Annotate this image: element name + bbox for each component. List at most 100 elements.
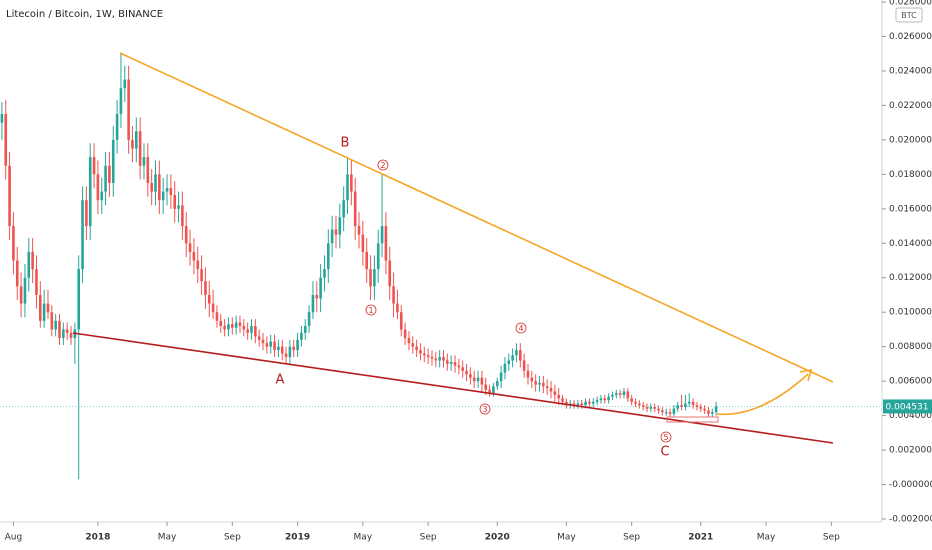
- candle-body: [0, 114, 4, 123]
- candle-body: [35, 269, 38, 295]
- candle-body: [641, 405, 645, 407]
- candle-body: [599, 398, 603, 401]
- candle-body: [595, 400, 599, 402]
- wave-label: A: [276, 373, 285, 388]
- projection-arrow: [715, 373, 809, 416]
- candle-body: [19, 286, 23, 304]
- wave-number: 3: [482, 405, 487, 414]
- arrow-head: [799, 368, 813, 382]
- candle-body: [108, 165, 111, 183]
- candle-body: [39, 294, 42, 321]
- candle-body: [626, 391, 630, 399]
- candle-body: [280, 346, 284, 354]
- candle-body: [327, 243, 330, 270]
- candle-body: [288, 346, 292, 358]
- candle-body: [399, 312, 403, 330]
- candle-body: [664, 412, 668, 414]
- candle-body: [453, 362, 457, 366]
- candle-body: [350, 174, 353, 192]
- candle-body: [58, 320, 61, 339]
- candle-body: [96, 174, 100, 201]
- support-box: [666, 416, 719, 423]
- candle-body: [553, 391, 557, 395]
- candle-body: [204, 281, 207, 295]
- candle-body: [668, 412, 672, 414]
- candle-body: [476, 377, 480, 382]
- wave-circle: [660, 431, 672, 443]
- candle-body: [707, 410, 710, 414]
- candle-body: [265, 343, 269, 347]
- candle-body: [46, 303, 50, 313]
- candle-body: [423, 353, 426, 356]
- candle-body: [676, 405, 680, 409]
- candle-body: [503, 363, 507, 373]
- candle-body: [611, 394, 614, 397]
- candle-body: [449, 362, 453, 364]
- candle-body: [584, 401, 587, 406]
- wave-number: 4: [518, 324, 523, 333]
- candle-body: [158, 174, 161, 201]
- candle-body: [472, 377, 476, 382]
- candle-body: [603, 398, 607, 401]
- candle-body: [714, 406, 718, 413]
- candle-body: [365, 251, 368, 270]
- wave-number: 1: [368, 306, 373, 315]
- candle-body: [442, 357, 445, 361]
- candle-body: [192, 251, 196, 261]
- candle-body: [430, 357, 434, 359]
- candle-body: [127, 79, 130, 140]
- candle-body: [334, 229, 338, 235]
- candle-body: [672, 408, 676, 414]
- candle-body: [446, 360, 449, 364]
- x-tick-label: May: [557, 533, 576, 543]
- candle-body: [23, 277, 27, 304]
- candle-body: [231, 324, 234, 328]
- candle-body: [238, 322, 242, 326]
- candle-body: [396, 303, 399, 313]
- wave-label: C: [660, 445, 669, 460]
- candle-body: [257, 336, 261, 340]
- candle-body: [684, 403, 687, 407]
- candle-body: [507, 360, 511, 364]
- candle-body: [15, 260, 19, 287]
- candle-body: [219, 320, 223, 326]
- candle-body: [181, 205, 184, 227]
- candle-body: [196, 260, 200, 270]
- candle-body: [484, 384, 488, 390]
- y-tick-label: 0.012000: [889, 273, 932, 283]
- candle-body: [411, 343, 415, 347]
- candle-body: [691, 401, 695, 406]
- candle-body: [649, 406, 653, 409]
- candle-body: [223, 325, 226, 330]
- x-tick-label: Sep: [224, 533, 241, 543]
- wave-circle: [515, 322, 527, 334]
- candle-body: [135, 131, 138, 149]
- candle-body: [499, 372, 503, 382]
- candle-body: [88, 157, 92, 227]
- candle-body: [661, 410, 664, 413]
- candle-body: [388, 260, 392, 287]
- candle-body: [565, 401, 568, 406]
- candle-body: [173, 195, 176, 209]
- candle-body: [492, 386, 495, 394]
- upper-trend-line: [119, 52, 834, 383]
- candle-body: [307, 312, 311, 326]
- candle-body: [638, 403, 641, 406]
- candle-body: [54, 320, 57, 330]
- candle-body: [357, 226, 361, 235]
- y-tick-label: 0.018000: [889, 170, 932, 180]
- candle-body: [165, 188, 169, 192]
- candle-body: [469, 374, 472, 378]
- candle-body: [618, 393, 622, 395]
- candle-body: [111, 139, 115, 183]
- last-price-tag: [883, 399, 932, 414]
- candle-body: [62, 329, 65, 339]
- candle-body: [207, 294, 211, 304]
- candle-body: [461, 367, 464, 371]
- y-tick-label: 0.024000: [889, 66, 932, 76]
- x-tick-label: 2021: [688, 533, 713, 543]
- y-tick-label: 0.028000: [889, 0, 932, 8]
- candle-body: [526, 370, 530, 378]
- candle-body: [557, 394, 560, 399]
